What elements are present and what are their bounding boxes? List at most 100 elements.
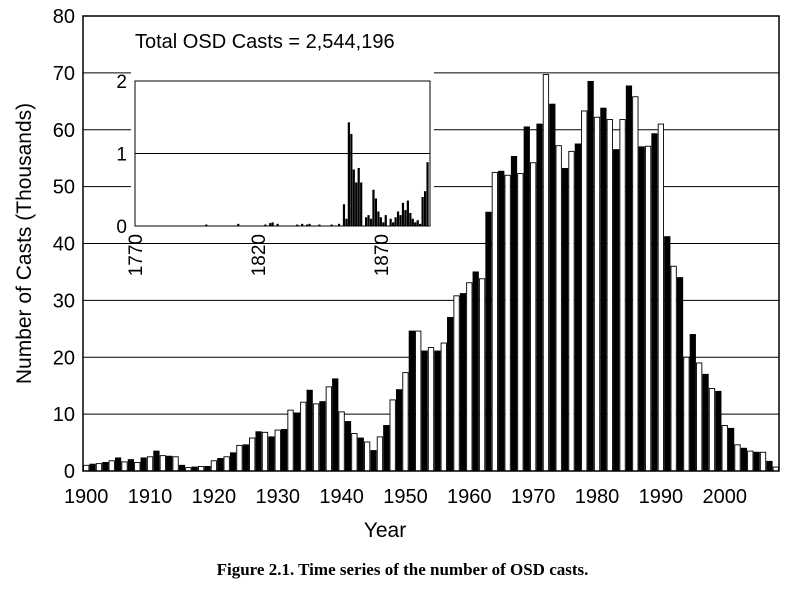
inset-x-tick-labels: 1770 1820 1870 (126, 234, 393, 276)
bar-1997 (702, 373, 709, 472)
bar-1949 (395, 389, 403, 472)
bar-1993 (676, 277, 684, 472)
main-plot-frame (82, 15, 780, 472)
inset-bar-1855 (342, 204, 346, 226)
bar-1907 (127, 459, 135, 472)
inset-bar-1853 (337, 223, 341, 226)
bar-1974 (555, 145, 562, 472)
inset-bar-1878 (399, 215, 402, 226)
bar-1947 (383, 425, 390, 472)
bar-1962 (478, 278, 486, 472)
bar-1924 (236, 444, 243, 472)
bar-1934 (300, 401, 307, 472)
bar-1961 (472, 271, 479, 472)
bar-1945 (370, 450, 377, 472)
inset-bar-1828 (276, 223, 279, 226)
bar-1988 (644, 145, 652, 472)
inset-bar-1884 (414, 222, 417, 226)
bar-1930 (274, 429, 281, 472)
x-tick-label: 1920 (192, 486, 237, 508)
bar-1975 (561, 167, 569, 472)
inset-bar-1871 (382, 222, 385, 226)
inset-bar-1864 (364, 217, 368, 226)
inset-bar-1877 (396, 211, 400, 226)
inset-y-tick-label: 0 (116, 217, 127, 238)
bar-1946 (376, 436, 384, 472)
x-tick-label: 1940 (319, 486, 364, 508)
bar-1944 (364, 441, 371, 472)
bar-1911 (153, 450, 160, 472)
x-axis-label: Year (364, 519, 406, 542)
bar-1955 (434, 350, 441, 472)
bar-1998 (708, 388, 716, 472)
bar-1951 (408, 330, 415, 472)
bar-1969 (523, 126, 530, 472)
inset-bar-1867 (372, 189, 375, 226)
inset-bar-1889 (426, 162, 429, 226)
bar-1937 (319, 401, 326, 472)
bar-1952 (415, 330, 422, 472)
bar-1972 (542, 74, 550, 472)
bar-1987 (638, 146, 645, 472)
y-tick-label: 30 (53, 290, 75, 312)
bar-1991 (664, 236, 671, 472)
bar-1915 (178, 464, 186, 472)
bar-1980 (593, 116, 601, 472)
bar-1953 (421, 350, 428, 472)
bar-1902 (95, 463, 103, 472)
bar-1981 (600, 107, 607, 472)
figure-caption: Figure 2.1. Time series of the number of… (216, 560, 589, 579)
inset-bar-1841 (308, 223, 311, 226)
y-tick-label: 0 (64, 461, 75, 483)
bar-1956 (440, 342, 447, 472)
bar-1984 (619, 119, 626, 472)
inset-bar-1868 (374, 198, 378, 226)
inset-bar-1850 (330, 224, 333, 226)
bar-2002 (734, 444, 741, 472)
bar-1990 (657, 123, 665, 472)
total-casts-annotation: Total OSD Casts = 2,544,196 (135, 31, 395, 53)
inset-bar-1875 (392, 222, 395, 226)
bar-1942 (351, 433, 358, 472)
inset-bar-1859 (352, 169, 355, 226)
x-tick-label: 1910 (128, 486, 173, 508)
bar-1929 (268, 436, 275, 472)
bar-1935 (306, 389, 313, 472)
y-tick-label: 20 (53, 347, 75, 369)
x-tick-label: 1960 (447, 486, 492, 508)
bar-1977 (574, 143, 581, 472)
bar-1943 (357, 437, 364, 472)
inset-bar-1879 (401, 202, 405, 226)
x-tick-label: 1900 (64, 486, 109, 508)
inset-bar-1857 (347, 122, 350, 226)
inset-bar-1872 (384, 215, 387, 226)
bar-1926 (249, 437, 256, 472)
inset-bar-1874 (389, 218, 392, 226)
inset-bar-1876 (394, 217, 397, 226)
bar-1971 (536, 123, 543, 472)
y-tick-label: 40 (53, 234, 75, 256)
x-tick-label: 1930 (256, 486, 301, 508)
bar-1999 (715, 390, 722, 472)
inset-bar-1885 (416, 220, 419, 226)
y-tick-label: 50 (53, 177, 75, 199)
inset-bar-1866 (369, 218, 373, 226)
inset-bar-1869 (377, 211, 380, 226)
bar-1940 (338, 411, 345, 472)
bar-1963 (485, 211, 492, 472)
inset-bar-1865 (367, 215, 370, 226)
x-tick-label: 1980 (575, 486, 620, 508)
bar-1978 (581, 110, 588, 472)
bar-1976 (568, 150, 575, 472)
bar-1931 (281, 429, 288, 472)
bar-1958 (453, 295, 460, 472)
bar-1900 (83, 464, 90, 472)
y-axis-label: Number of Casts (Thousands) (13, 103, 36, 384)
bar-1914 (172, 456, 179, 472)
bar-1928 (261, 431, 269, 472)
annotation-background (124, 22, 430, 56)
y-tick-label: 10 (53, 404, 75, 426)
inset-bar-1856 (345, 218, 348, 226)
bar-1925 (242, 444, 249, 472)
